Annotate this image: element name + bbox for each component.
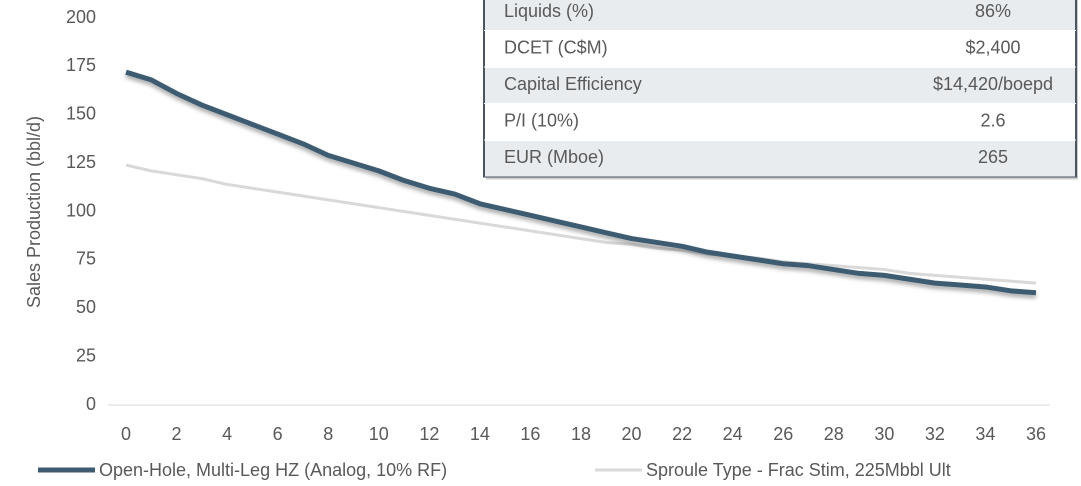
x-tick-label: 18 [571, 424, 591, 444]
table-label: Liquids (%) [504, 1, 594, 21]
x-tick-label: 0 [121, 424, 131, 444]
x-tick-label: 32 [925, 424, 945, 444]
y-tick-label: 100 [66, 200, 96, 220]
x-tick-label: 26 [773, 424, 793, 444]
legend-label: Sproule Type - Frac Stim, 225Mbbl Ult [646, 460, 951, 480]
table-label: DCET (C$M) [504, 38, 608, 58]
table-value: 2.6 [980, 111, 1005, 131]
x-tick-label: 12 [419, 424, 439, 444]
x-tick-label: 8 [323, 424, 333, 444]
x-tick-label: 4 [222, 424, 232, 444]
x-tick-label: 20 [622, 424, 642, 444]
y-tick-label: 200 [66, 7, 96, 27]
x-tick-label: 6 [273, 424, 283, 444]
x-tick-label: 30 [874, 424, 894, 444]
x-tick-label: 22 [672, 424, 692, 444]
table-label: EUR (Mboe) [504, 147, 604, 167]
x-tick-label: 10 [369, 424, 389, 444]
table-value: 265 [978, 147, 1008, 167]
table-row-bg [485, 0, 1075, 31]
x-tick-label: 2 [172, 424, 182, 444]
y-tick-label: 150 [66, 104, 96, 124]
table-value: $14,420/boepd [933, 74, 1053, 94]
x-tick-label: 14 [470, 424, 490, 444]
series-line [125, 69, 1037, 296]
x-tick-label: 36 [1026, 424, 1046, 444]
table-label: Capital Efficiency [504, 74, 642, 94]
table-row-bg [485, 68, 1075, 104]
x-tick-label: 28 [824, 424, 844, 444]
x-tick-label: 24 [723, 424, 743, 444]
series-line [125, 163, 1037, 285]
y-tick-label: 75 [76, 249, 96, 269]
summary-table: Liquids (%) 86% DCET (C$M) $2,400 Capital Ef… [483, 0, 1078, 180]
y-tick-label: 0 [86, 394, 96, 414]
y-tick-label: 50 [76, 297, 96, 317]
x-tick-label: 16 [520, 424, 540, 444]
y-axis-label: Sales Production (bbl/d) [24, 116, 44, 308]
x-tick-label: 34 [975, 424, 995, 444]
table-label: P/I (10%) [504, 111, 579, 131]
y-tick-label: 175 [66, 55, 96, 75]
table-value: 86% [975, 1, 1011, 21]
table-value: $2,400 [965, 38, 1020, 58]
y-tick-label: 125 [66, 152, 96, 172]
legend-label: Open-Hole, Multi-Leg HZ (Analog, 10% RF) [99, 460, 447, 480]
table-row-bg [485, 141, 1075, 177]
y-tick-label: 25 [76, 345, 96, 365]
